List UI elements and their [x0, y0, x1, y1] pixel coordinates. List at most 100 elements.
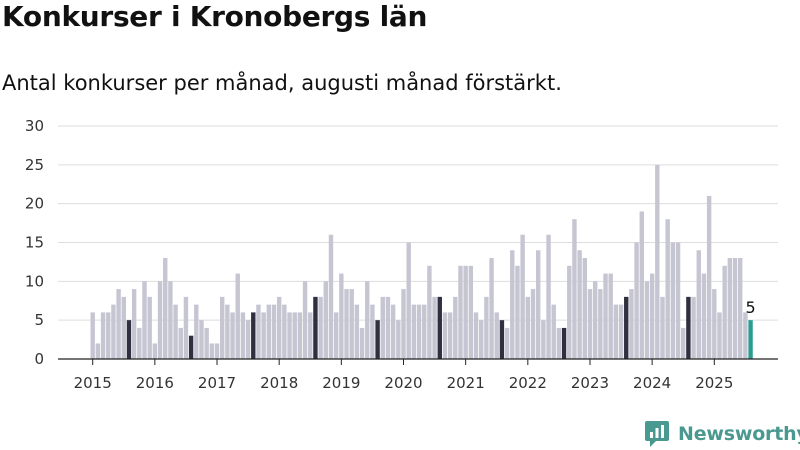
bar [100, 312, 106, 359]
bar [463, 265, 468, 359]
bar [126, 320, 132, 359]
bar [365, 281, 370, 359]
bar [639, 211, 644, 359]
bar [530, 289, 536, 359]
bar [592, 281, 598, 359]
bar [422, 304, 427, 359]
bar [308, 312, 313, 359]
bar [722, 265, 727, 359]
bar [603, 273, 608, 359]
bar [204, 327, 209, 359]
bar [147, 296, 152, 359]
bar [675, 242, 681, 359]
bar [380, 296, 385, 359]
bar [681, 327, 686, 359]
x-tick-label: 2015 [74, 374, 112, 392]
bar [396, 320, 401, 359]
bar [220, 296, 225, 359]
bar [261, 312, 266, 359]
bar [142, 281, 147, 359]
bar [359, 327, 365, 359]
x-tick-label: 2021 [447, 374, 485, 392]
bar [613, 304, 619, 359]
bar [484, 296, 489, 359]
bar [489, 258, 494, 359]
bar [349, 289, 354, 359]
x-tick-label: 2023 [571, 374, 609, 392]
bar [173, 304, 178, 359]
bar [90, 312, 95, 359]
bar [479, 320, 484, 359]
x-tick-label: 2020 [384, 374, 422, 392]
bar [235, 273, 240, 359]
bar [385, 296, 391, 359]
bar [427, 265, 432, 359]
bar [240, 312, 246, 359]
bar [691, 296, 696, 359]
bar [748, 320, 753, 359]
bar [546, 234, 551, 359]
bar [292, 312, 297, 359]
newsworthy-logo-icon [645, 421, 669, 447]
bar [230, 312, 235, 359]
bar [608, 273, 613, 359]
bar [168, 281, 173, 359]
bar [276, 296, 282, 359]
bar [183, 296, 189, 359]
bar [499, 320, 505, 359]
newsworthy-logo: Newsworthy [644, 420, 800, 448]
bar [333, 312, 339, 359]
x-tick-label: 2016 [136, 374, 174, 392]
bar [323, 281, 328, 359]
bar [199, 320, 204, 359]
bar [282, 304, 287, 359]
bar [696, 250, 701, 359]
bar [561, 327, 567, 359]
bar [152, 343, 158, 359]
bar [354, 304, 360, 359]
bar [473, 312, 479, 359]
bar [743, 312, 748, 359]
bar [510, 250, 515, 359]
bar [649, 273, 655, 359]
bar [670, 242, 676, 359]
bar [468, 265, 474, 359]
bar [116, 289, 121, 359]
bar [551, 304, 556, 359]
bar [318, 296, 323, 359]
y-tick-label: 0 [34, 350, 44, 368]
bar [618, 304, 624, 359]
bar [111, 304, 116, 359]
bar [525, 296, 531, 359]
bar [106, 312, 111, 359]
data-labels: 5 [745, 298, 755, 317]
bar [634, 242, 639, 359]
bar [401, 289, 406, 359]
bar [137, 327, 142, 359]
bar [339, 273, 344, 359]
y-tick-label: 30 [25, 117, 44, 135]
bar [163, 258, 168, 359]
y-tick-label: 5 [34, 311, 44, 329]
bar [390, 304, 396, 359]
bar [406, 242, 411, 359]
bar [297, 312, 303, 359]
bar [214, 343, 220, 359]
bar [209, 343, 215, 359]
bar [375, 320, 380, 359]
bar [416, 304, 422, 359]
x-tick-label: 2019 [322, 374, 360, 392]
bar [712, 289, 717, 359]
x-tick-label: 2025 [695, 374, 733, 392]
bar [442, 312, 448, 359]
bar [256, 304, 261, 359]
bar [302, 281, 308, 359]
bar [520, 234, 525, 359]
chart-title: Konkurser i Kronobergs län [2, 0, 428, 33]
bar [188, 335, 194, 359]
bar [577, 250, 582, 359]
bar [504, 327, 510, 359]
bar [458, 265, 463, 359]
bar [194, 304, 199, 359]
